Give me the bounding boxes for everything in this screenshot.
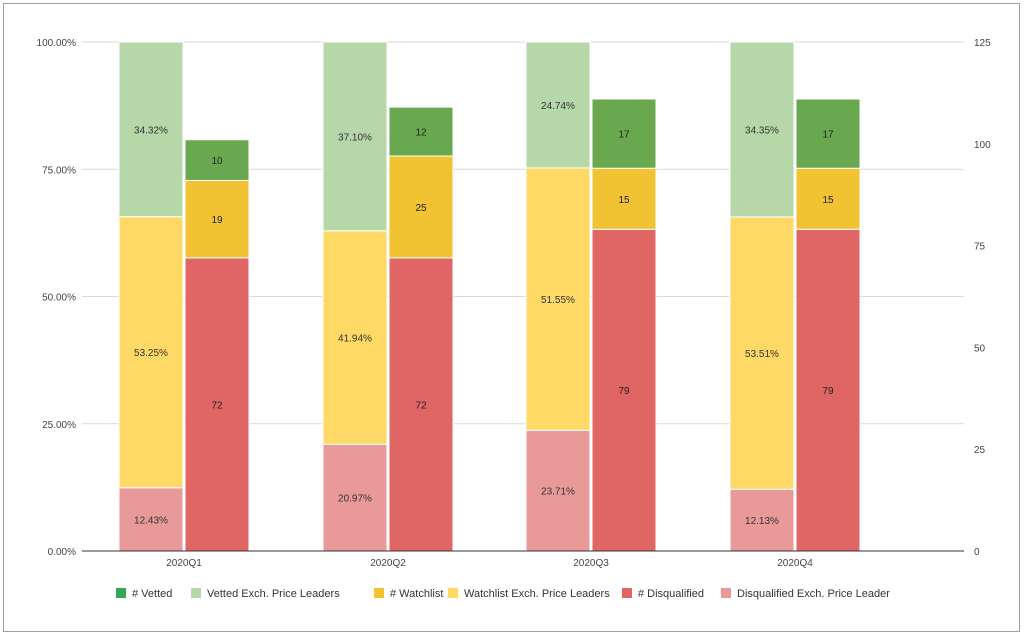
right-axis-tick-label: 25 [974,445,986,456]
data-label: 37.10% [338,132,372,143]
bar-segment [388,106,454,157]
bar-segment [322,443,388,552]
data-label: 20.97% [338,494,372,505]
bar-segment [322,41,388,232]
bar-segment [118,216,184,489]
data-label: 79 [822,386,834,397]
chart-frame: 12.43% 53.25% 34.32% 20.97% 41.94% 37.10% 23.7… [3,3,1020,632]
bar-segment [118,41,184,218]
legend-label: Disqualified Exch. Price Leader [737,588,890,600]
bar-segment [795,98,861,169]
data-label: 24.74% [541,101,575,112]
data-label: 25 [415,203,427,214]
bar-segment [591,98,657,169]
legend-label: # Watchlist [390,588,443,600]
bar-segment [184,139,250,181]
legend: # Vetted Vetted Exch. Price Leaders # Watc… [116,588,890,600]
bars [118,41,861,552]
legend-label: # Vetted [132,588,172,600]
bar-segment [118,487,184,552]
legend-label: # Disqualified [638,588,704,600]
data-label: 34.32% [134,125,168,136]
data-label: 17 [822,130,834,141]
bar-segment [591,228,657,552]
data-labels: 12.43% 53.25% 34.32% 20.97% 41.94% 37.10% 23.7… [134,101,834,527]
stacked-bar-chart: 12.43% 53.25% 34.32% 20.97% 41.94% 37.10% 23.7… [37,38,992,600]
data-label: 23.71% [541,487,575,498]
legend-swatch [622,588,632,598]
data-label: 15 [618,195,630,206]
data-label: 10 [211,156,223,167]
bar-segment [591,167,657,230]
data-label: 41.94% [338,334,372,345]
data-label: 12.43% [134,515,168,526]
data-label: 34.35% [745,125,779,136]
data-label: 12 [415,128,427,139]
right-axis-tick-label: 50 [974,343,986,354]
axes: 0.00% 25.00% 50.00% 75.00% 100.00% 0 25 50 75 100… [37,38,992,569]
bar-segment [322,230,388,445]
x-axis-tick-label: 2020Q4 [777,558,813,569]
left-axis-tick-label: 100.00% [37,38,77,49]
x-axis-tick-label: 2020Q1 [166,558,202,569]
right-axis-tick-label: 0 [974,547,980,558]
x-axis-tick-label: 2020Q3 [573,558,609,569]
data-label: 12.13% [745,516,779,527]
data-label: 51.55% [541,295,575,306]
data-label: 53.51% [745,349,779,360]
legend-swatch [721,588,731,598]
bar-segment [388,257,454,552]
data-label: 72 [415,400,427,411]
data-label: 53.25% [134,348,168,359]
left-axis-tick-label: 25.00% [42,420,76,431]
data-label: 79 [618,386,630,397]
data-label: 19 [211,215,223,226]
bar-segment [525,429,591,552]
bar-segment [795,228,861,552]
legend-swatch [448,588,458,598]
left-axis-tick-label: 50.00% [42,293,76,304]
left-axis-tick-label: 0.00% [48,547,76,558]
right-axis-tick-label: 75 [974,242,986,253]
bar-segment [729,216,795,490]
legend-swatch [116,588,126,598]
x-axis-tick-label: 2020Q2 [370,558,406,569]
bar-segment [525,167,591,431]
bar-segment [388,155,454,259]
left-axis-tick-label: 75.00% [42,165,76,176]
legend-label: Watchlist Exch. Price Leaders [464,588,610,600]
right-axis-tick-label: 125 [974,38,991,49]
bar-segment [729,41,795,218]
legend-swatch [191,588,201,598]
data-label: 72 [211,400,223,411]
data-label: 15 [822,195,834,206]
legend-label: Vetted Exch. Price Leaders [207,588,340,600]
data-label: 17 [618,130,630,141]
bar-segment [525,41,591,169]
legend-swatch [374,588,384,598]
right-axis-tick-label: 100 [974,140,991,151]
